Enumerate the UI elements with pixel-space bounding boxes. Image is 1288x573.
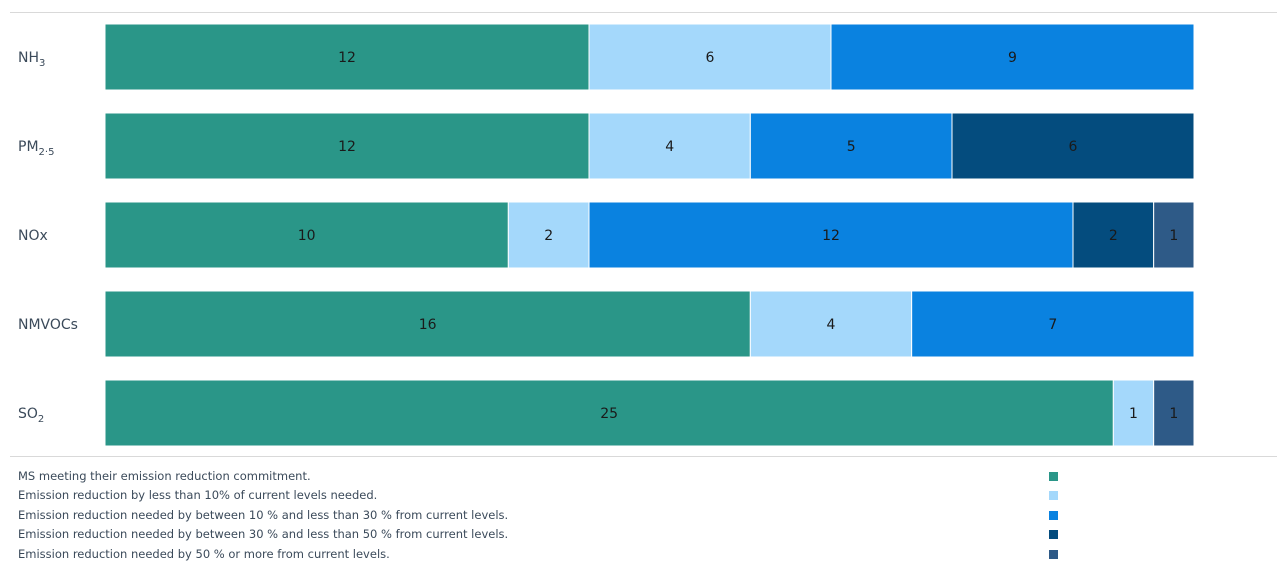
bar-segment — [749, 112, 953, 180]
bar-segment — [104, 379, 1114, 447]
legend-item: Emission reduction needed by between 30 … — [18, 525, 1063, 544]
data-label: 2 — [544, 228, 553, 244]
bar-segment — [911, 290, 1195, 358]
bar-segment — [1072, 201, 1155, 269]
bar-segment — [951, 112, 1195, 180]
legend-label: MS meeting their emission reduction comm… — [18, 469, 311, 483]
data-label: 6 — [706, 50, 715, 66]
data-label: 6 — [1069, 139, 1078, 155]
data-label: 5 — [847, 139, 856, 155]
legend-label: Emission reduction by less than 10% of c… — [18, 488, 378, 503]
legend-swatch — [1049, 472, 1058, 481]
data-label: 1 — [1169, 406, 1178, 422]
bar-segment — [104, 112, 590, 180]
data-label: 7 — [1048, 317, 1057, 333]
bar-segment — [1153, 379, 1195, 447]
bar-segment — [1112, 379, 1155, 447]
data-label: 1 — [1169, 228, 1178, 244]
bar-segment — [588, 201, 1074, 269]
data-label: 12 — [338, 50, 356, 66]
bar-segment — [104, 290, 751, 358]
legend: MS meeting their emission reduction comm… — [18, 467, 1063, 564]
category-label: NH3 — [18, 50, 45, 69]
legend-label: Emission reduction needed by between 30 … — [18, 527, 509, 542]
category-label: NOx — [18, 228, 48, 244]
data-label: 12 — [822, 228, 840, 244]
data-label: 16 — [419, 317, 437, 333]
data-label: 1 — [1129, 406, 1138, 422]
legend-item: Emission reduction needed by 50 % or mor… — [18, 545, 1063, 564]
data-label: 9 — [1008, 50, 1017, 66]
data-label: 10 — [298, 228, 316, 244]
data-label: 12 — [338, 139, 356, 155]
legend-item: Emission reduction needed by between 10 … — [18, 506, 1063, 525]
bar-segment — [1153, 201, 1195, 269]
legend-swatch — [1049, 491, 1058, 501]
legend-label: Emission reduction needed by between 10 … — [18, 507, 509, 522]
data-label: 25 — [600, 406, 618, 422]
legend-item: MS meeting their emission reduction comm… — [18, 467, 1063, 486]
data-label: 2 — [1109, 228, 1118, 244]
data-label: 4 — [827, 317, 836, 333]
legend-item: Emission reduction by less than 10% of c… — [18, 486, 1063, 505]
bar-segment — [830, 23, 1195, 91]
legend-swatch — [1049, 549, 1058, 559]
bar-segment — [104, 23, 590, 91]
bar-segment — [588, 112, 751, 180]
category-label: SO2 — [18, 406, 44, 425]
legend-label: Emission reduction needed by 50 % or mor… — [18, 546, 390, 561]
bar-segment — [749, 290, 913, 358]
category-label: PM2·5 — [18, 139, 54, 158]
bar-segment — [507, 201, 590, 269]
data-label: 4 — [665, 139, 674, 155]
legend-swatch — [1049, 530, 1058, 540]
bar-segment — [104, 201, 509, 269]
legend-swatch — [1049, 510, 1058, 520]
category-label: NMVOCs — [18, 317, 78, 333]
